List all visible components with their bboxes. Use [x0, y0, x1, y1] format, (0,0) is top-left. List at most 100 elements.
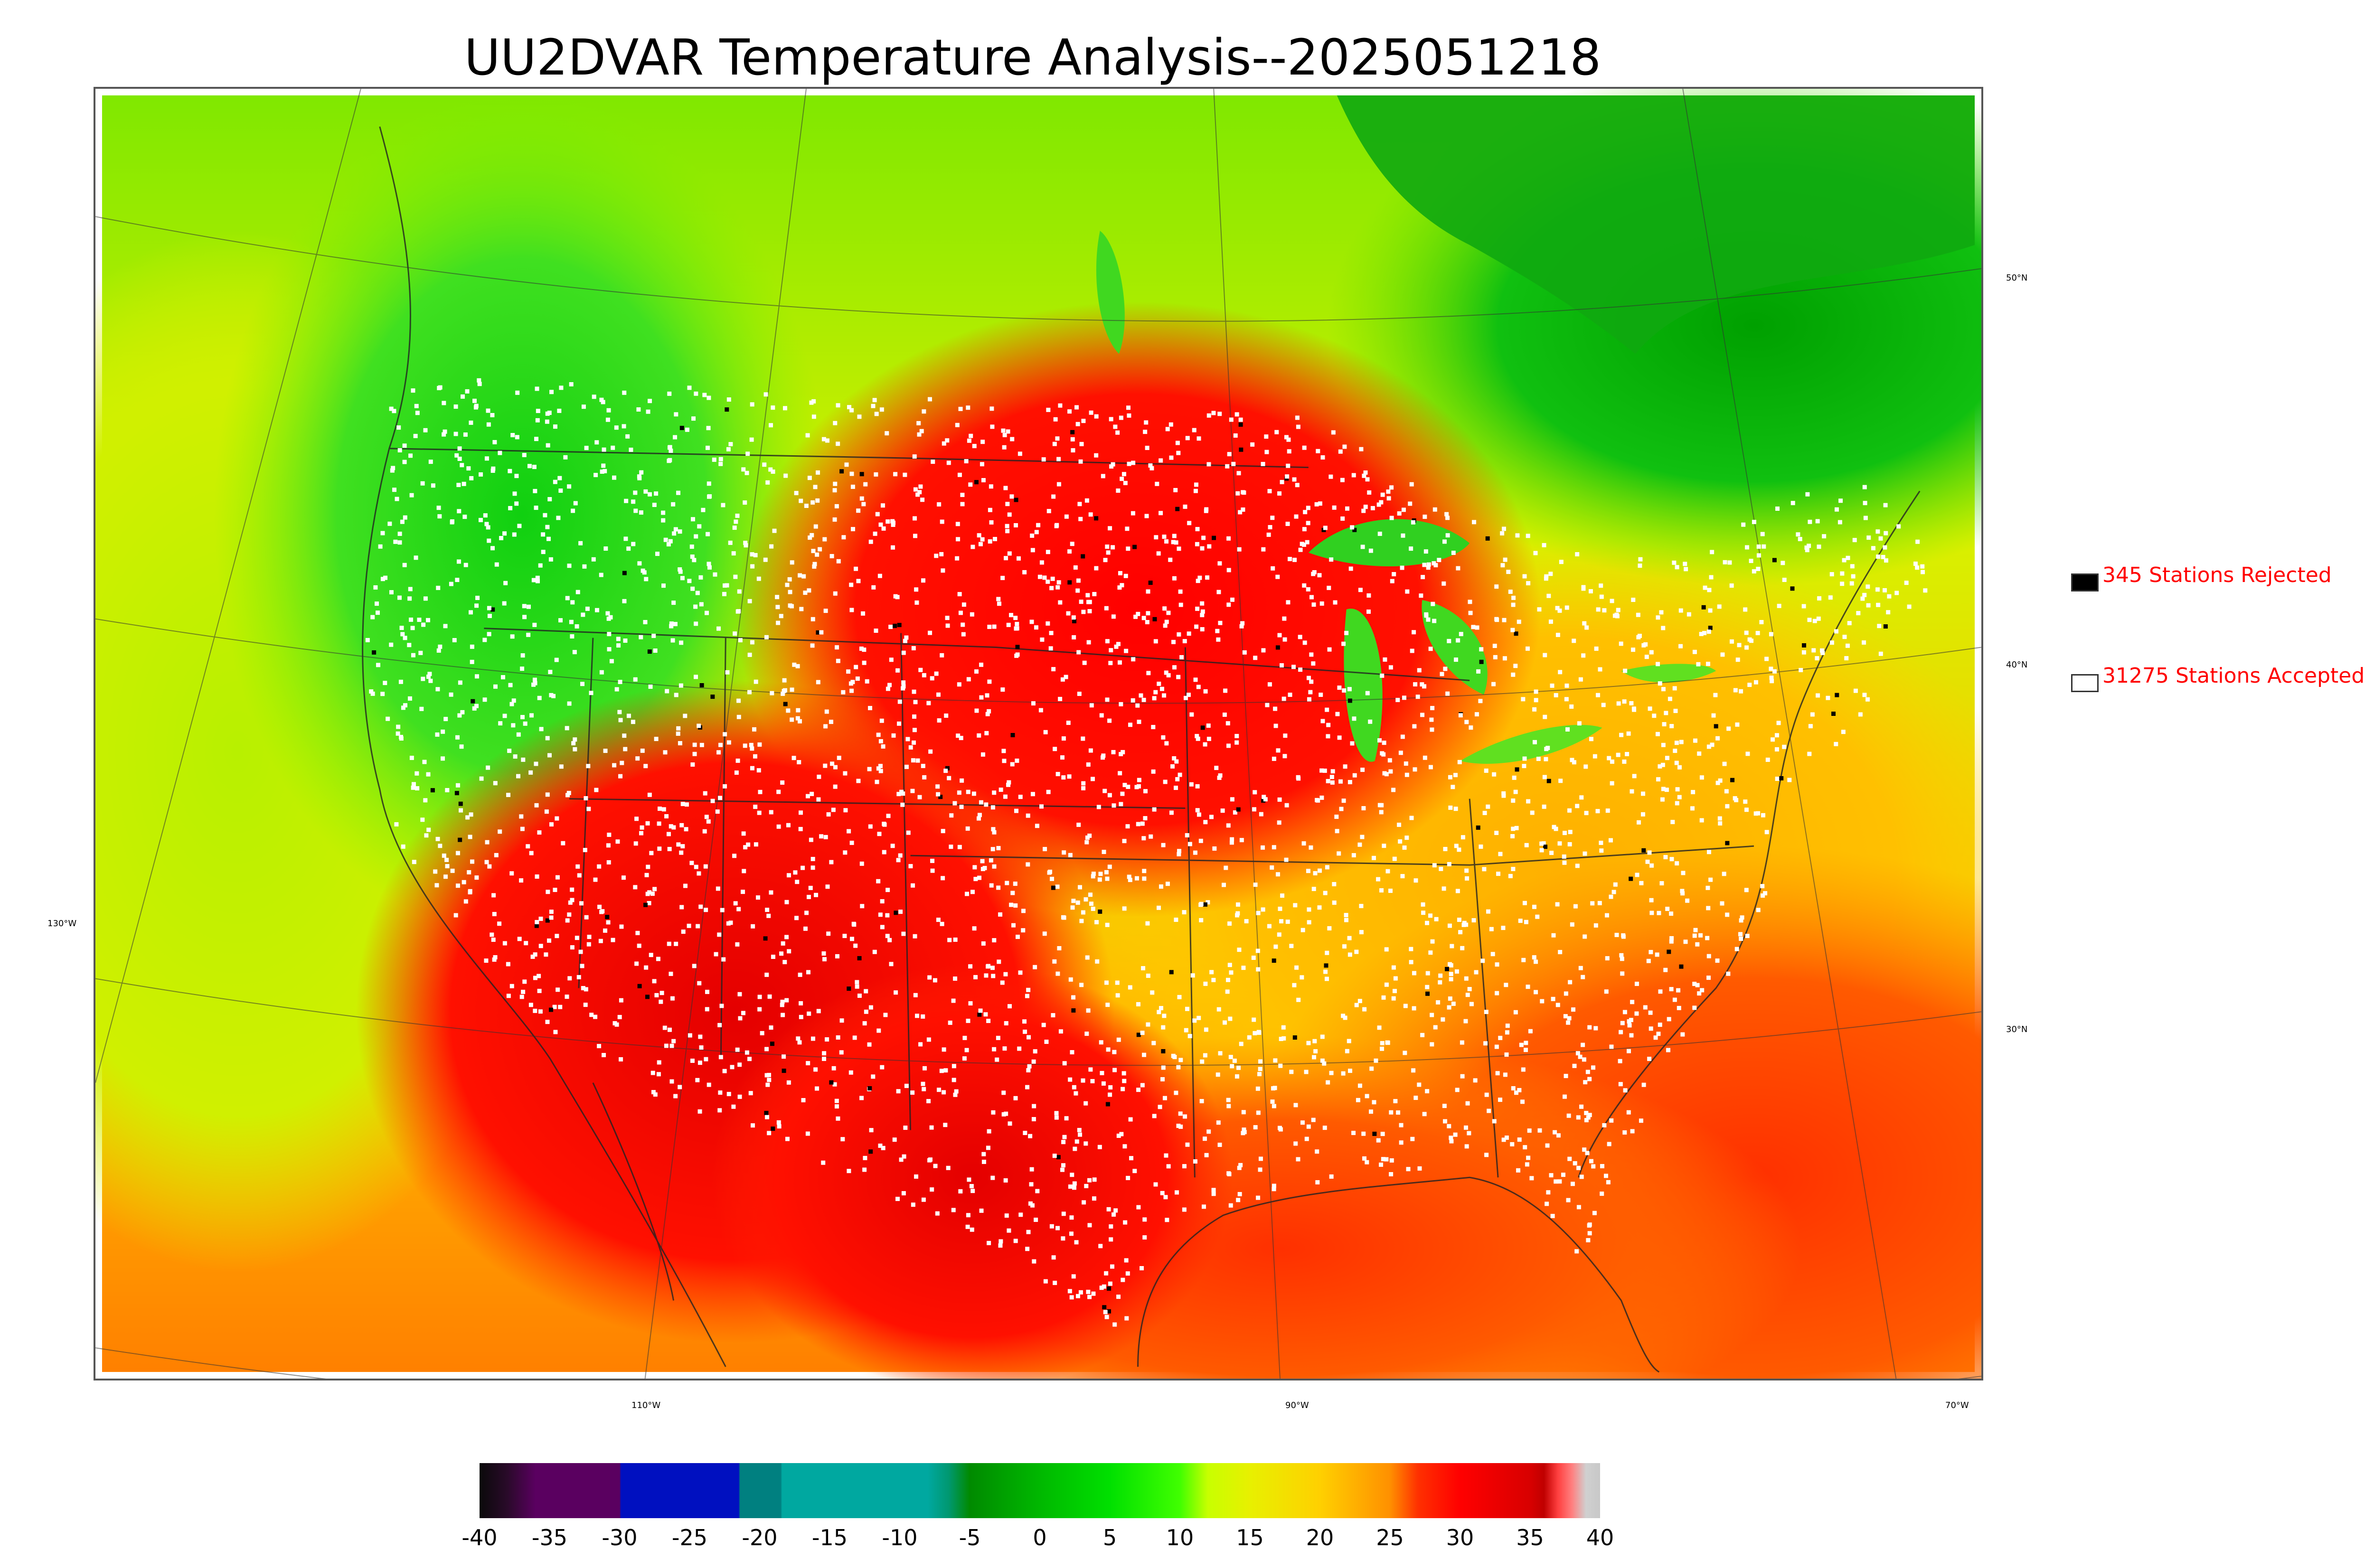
accepted-station-marker: [885, 431, 889, 436]
accepted-station-marker: [1172, 665, 1177, 670]
accepted-station-marker: [633, 508, 638, 513]
accepted-station-marker: [876, 879, 881, 883]
accepted-station-marker: [1498, 1098, 1503, 1102]
accepted-station-marker: [1070, 905, 1075, 910]
accepted-station-marker: [1329, 775, 1334, 779]
accepted-station-marker: [1070, 1050, 1074, 1055]
accepted-station-marker: [756, 576, 761, 581]
accepted-station-marker: [1193, 677, 1198, 682]
accepted-station-marker: [1467, 1131, 1471, 1136]
accepted-station-marker: [1409, 482, 1414, 487]
rejected-station-marker: [1161, 1049, 1166, 1053]
accepted-station-marker: [1743, 607, 1748, 612]
accepted-station-marker: [644, 965, 649, 970]
accepted-station-marker: [1420, 713, 1425, 717]
accepted-station-marker: [1256, 967, 1261, 972]
accepted-station-marker: [1513, 1010, 1518, 1014]
accepted-station-marker: [1192, 1018, 1197, 1023]
accepted-station-marker: [1258, 1067, 1262, 1071]
accepted-station-marker: [435, 732, 440, 737]
accepted-station-marker: [810, 533, 814, 537]
accepted-station-marker: [1430, 706, 1435, 711]
accepted-station-marker: [1077, 502, 1082, 507]
rejected-station-marker: [1261, 798, 1266, 803]
accepted-station-marker: [854, 566, 858, 571]
rejected-station-marker: [1543, 845, 1548, 849]
accepted-station-marker: [1598, 667, 1602, 672]
accepted-station-marker: [694, 864, 698, 869]
accepted-station-marker: [603, 749, 608, 753]
accepted-station-marker: [1665, 756, 1669, 761]
accepted-station-marker: [935, 784, 940, 789]
accepted-station-marker: [1141, 836, 1146, 841]
accepted-station-marker: [847, 1169, 851, 1174]
accepted-station-marker: [1548, 572, 1553, 576]
accepted-station-marker: [704, 908, 708, 912]
accepted-station-marker: [462, 481, 466, 486]
accepted-station-marker: [538, 1009, 543, 1014]
accepted-station-marker: [878, 522, 883, 527]
accepted-station-marker: [951, 998, 956, 1003]
accepted-station-marker: [599, 573, 603, 577]
accepted-station-marker: [1193, 488, 1198, 493]
accepted-station-marker: [1005, 524, 1009, 528]
accepted-station-marker: [913, 700, 918, 704]
accepted-station-marker: [784, 935, 789, 939]
accepted-station-marker: [1626, 1110, 1631, 1115]
accepted-station-marker: [922, 1066, 927, 1070]
accepted-station-marker: [704, 1057, 708, 1061]
accepted-station-marker: [643, 620, 648, 624]
accepted-station-marker: [1153, 639, 1158, 644]
accepted-station-marker: [441, 729, 445, 734]
accepted-station-marker: [1159, 686, 1164, 691]
accepted-station-marker: [823, 835, 828, 839]
accepted-station-marker: [1739, 937, 1743, 941]
accepted-station-marker: [459, 808, 463, 813]
accepted-station-marker: [1099, 1286, 1104, 1290]
accepted-station-marker: [1010, 437, 1015, 441]
accepted-station-marker: [991, 827, 996, 832]
accepted-station-marker: [1337, 851, 1341, 856]
accepted-station-marker: [1204, 508, 1208, 513]
rejected-station-marker: [430, 788, 435, 793]
accepted-station-marker: [1253, 1031, 1257, 1035]
accepted-station-marker: [1136, 611, 1140, 616]
accepted-station-marker: [580, 682, 585, 686]
accepted-station-marker: [989, 883, 994, 888]
accepted-station-marker: [1756, 811, 1761, 816]
accepted-station-marker: [1026, 862, 1030, 867]
accepted-station-marker: [387, 521, 392, 526]
accepted-station-marker: [939, 552, 944, 556]
accepted-station-marker: [1319, 693, 1323, 697]
colorbar-tick-label: -35: [531, 1525, 568, 1550]
accepted-station-marker: [679, 850, 684, 855]
accepted-station-marker: [926, 701, 931, 705]
accepted-station-marker: [1559, 560, 1564, 564]
accepted-station-marker: [859, 861, 864, 866]
accepted-station-marker: [1662, 722, 1667, 727]
accepted-station-marker: [611, 445, 615, 450]
accepted-station-marker: [972, 865, 977, 870]
accepted-station-marker: [1128, 723, 1133, 727]
accepted-station-marker: [1841, 730, 1846, 734]
accepted-station-marker: [1586, 1238, 1591, 1242]
accepted-station-marker: [435, 836, 440, 841]
accepted-station-marker: [1510, 1142, 1515, 1146]
accepted-station-marker: [547, 497, 552, 502]
accepted-station-marker: [1185, 1006, 1189, 1011]
accepted-station-marker: [570, 898, 575, 902]
accepted-station-marker: [1215, 1072, 1220, 1077]
accepted-station-marker: [1123, 573, 1128, 578]
accepted-station-marker: [948, 1020, 952, 1025]
accepted-station-marker: [486, 765, 490, 770]
accepted-station-marker: [1471, 918, 1476, 923]
accepted-station-marker: [717, 1023, 722, 1027]
accepted-station-marker: [782, 960, 787, 965]
accepted-station-marker: [1217, 775, 1222, 780]
accepted-station-marker: [1087, 609, 1092, 613]
accepted-station-marker: [1101, 1081, 1106, 1086]
accepted-station-marker: [634, 961, 639, 966]
accepted-station-marker: [1081, 736, 1085, 741]
accepted-station-marker: [1347, 1039, 1351, 1043]
accepted-station-marker: [1137, 720, 1141, 724]
